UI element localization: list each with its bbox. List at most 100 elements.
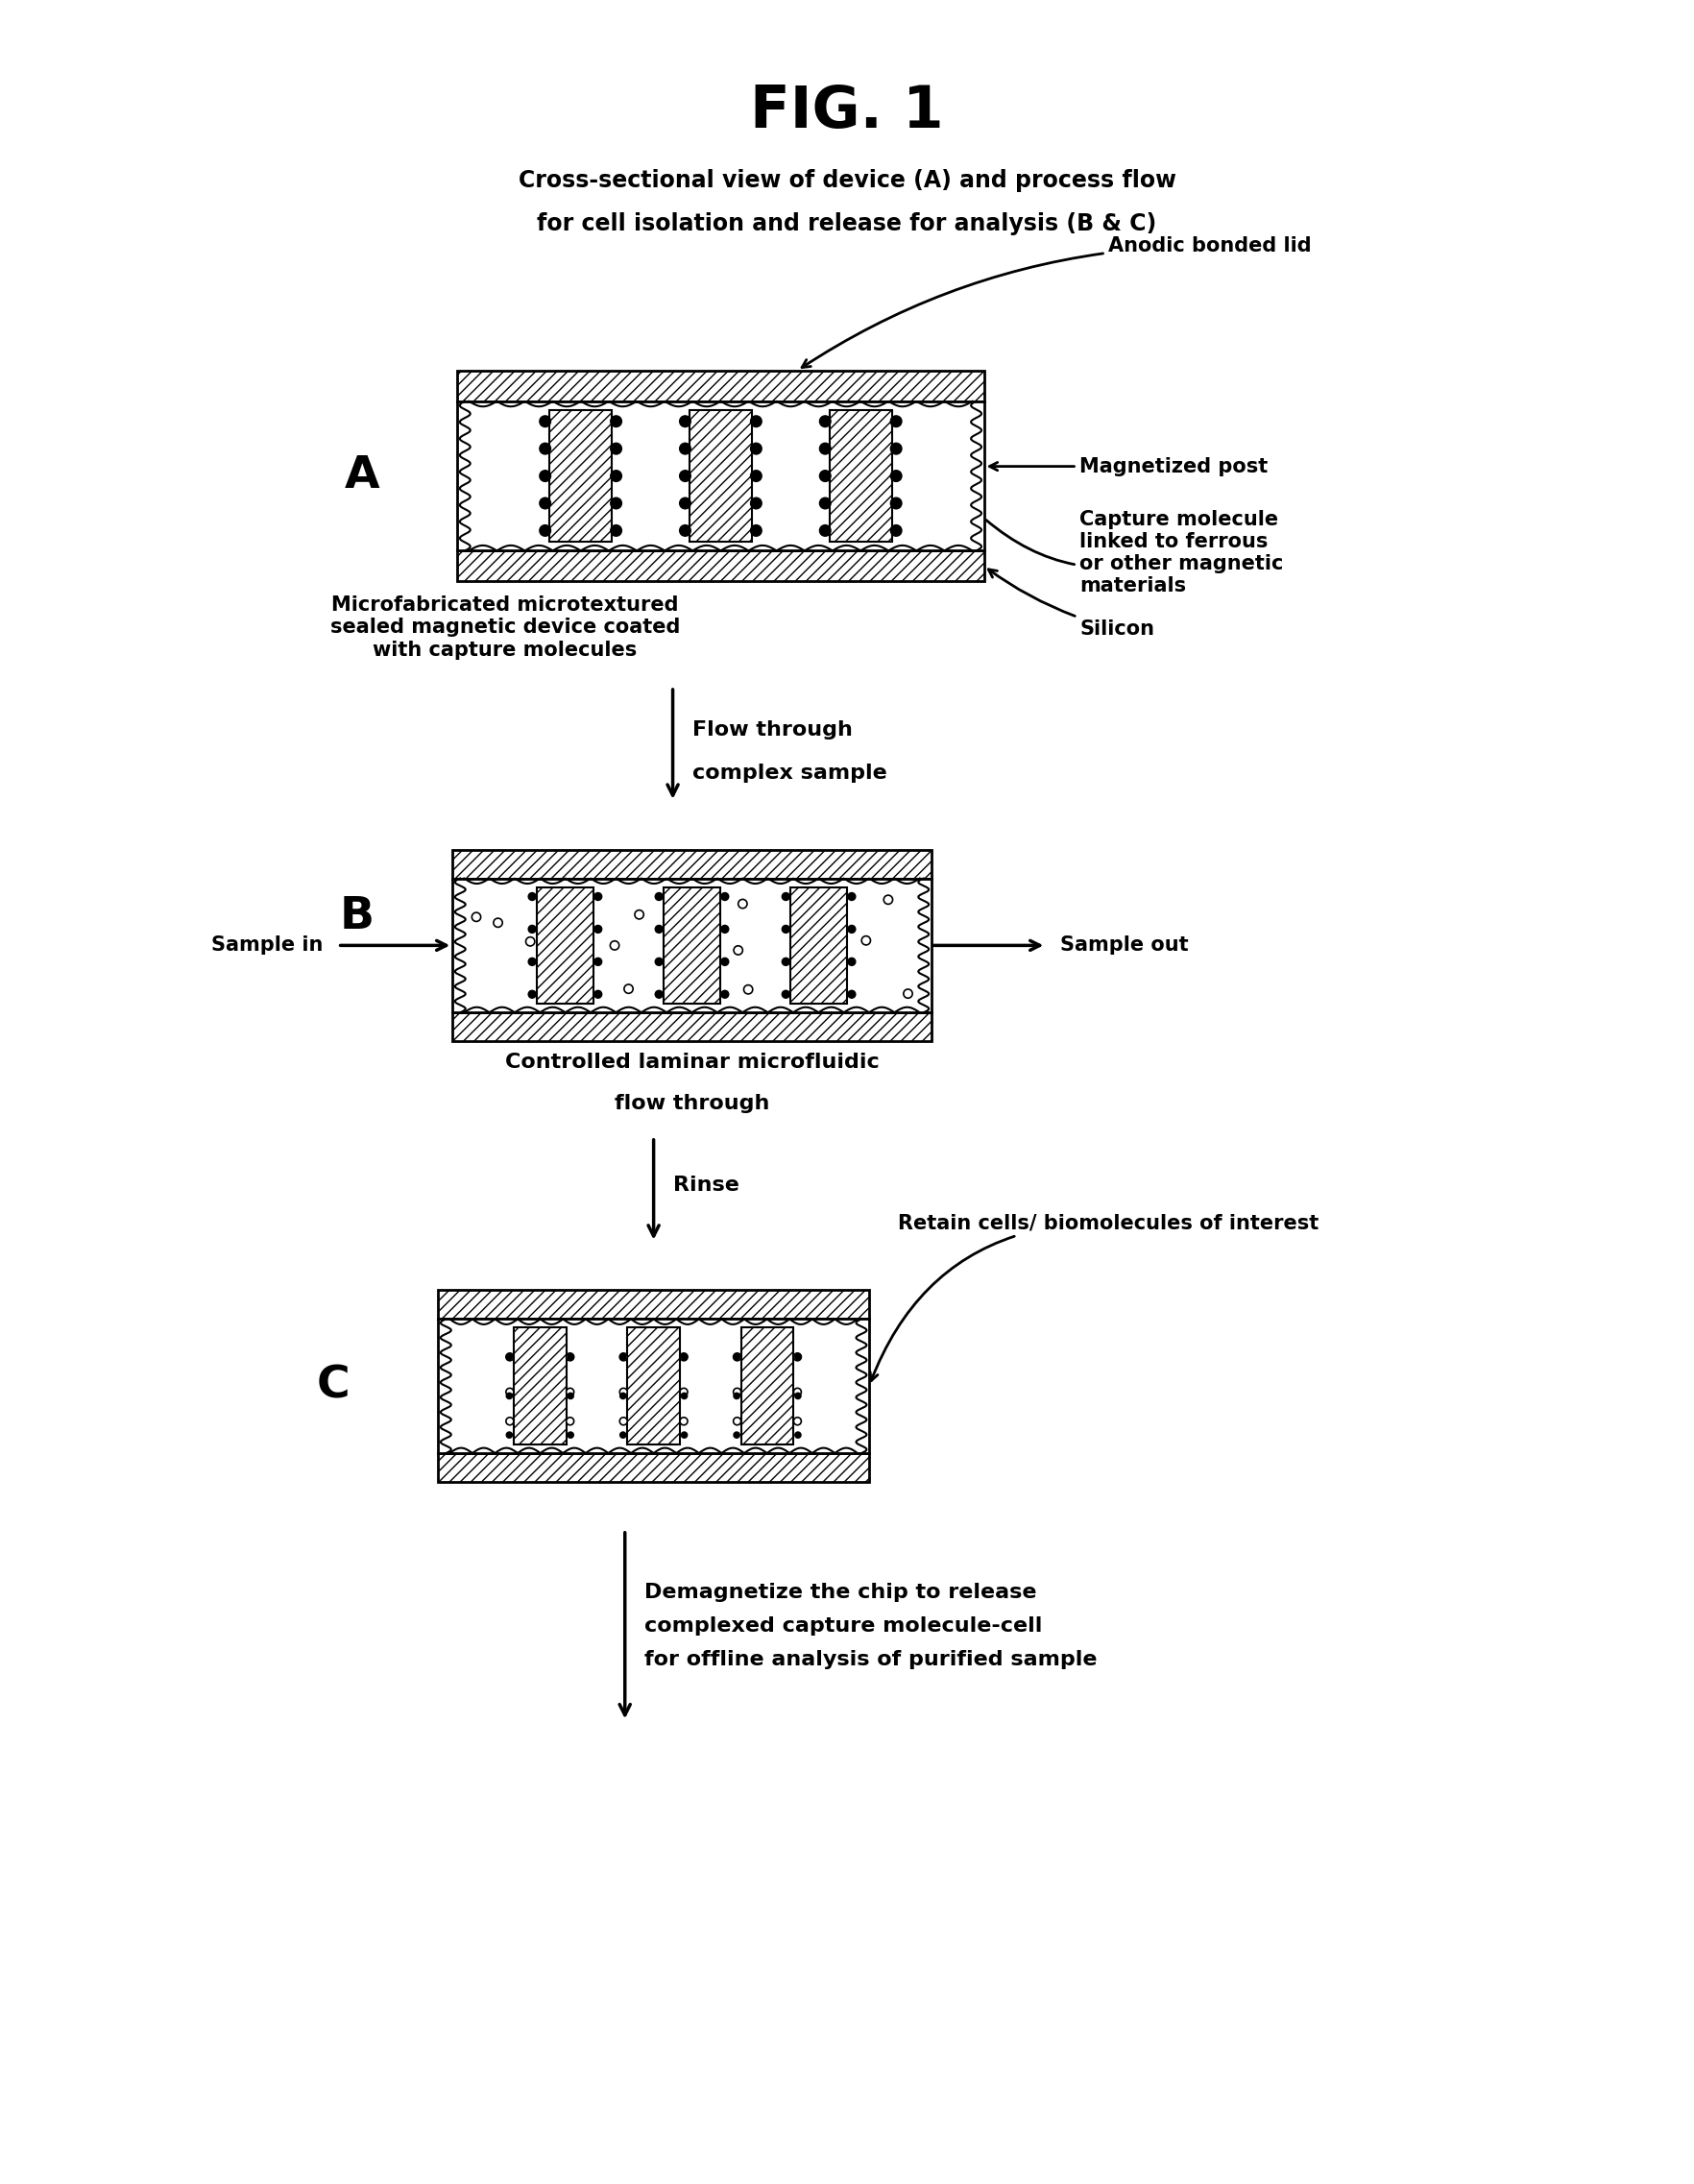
Circle shape [679, 1354, 688, 1361]
Circle shape [750, 415, 762, 426]
Circle shape [722, 959, 728, 965]
Circle shape [783, 893, 789, 900]
Circle shape [507, 1433, 512, 1437]
Text: complex sample: complex sample [691, 764, 886, 782]
Circle shape [610, 470, 622, 480]
Circle shape [734, 1389, 740, 1396]
Circle shape [623, 985, 634, 994]
Circle shape [734, 1417, 740, 1424]
Circle shape [507, 1417, 513, 1424]
Text: Rinse: Rinse [673, 1175, 739, 1195]
Bar [439, 1319, 869, 1452]
Circle shape [820, 443, 830, 454]
Circle shape [793, 1417, 801, 1424]
Circle shape [610, 524, 622, 535]
Circle shape [679, 524, 691, 535]
Text: C: C [317, 1365, 349, 1409]
Circle shape [722, 926, 728, 933]
Circle shape [473, 913, 481, 922]
Circle shape [507, 1389, 513, 1396]
Circle shape [891, 443, 901, 454]
Text: Retain cells/ biomolecules of interest: Retain cells/ biomolecules of interest [871, 1214, 1318, 1380]
Bar [452, 850, 932, 878]
Text: Cross-sectional view of device (A) and process flow: Cross-sectional view of device (A) and p… [518, 170, 1176, 192]
Circle shape [610, 415, 622, 426]
Circle shape [734, 1354, 740, 1361]
Bar [439, 1452, 869, 1483]
Circle shape [567, 1393, 574, 1398]
Circle shape [595, 926, 601, 933]
Bar [740, 1328, 793, 1444]
Circle shape [566, 1354, 574, 1361]
Circle shape [849, 893, 855, 900]
Circle shape [595, 893, 601, 900]
Bar [830, 411, 891, 542]
Circle shape [750, 524, 762, 535]
Bar [537, 887, 595, 1005]
Text: for offline analysis of purified sample: for offline analysis of purified sample [644, 1649, 1096, 1669]
Text: Sample out: Sample out [1060, 935, 1189, 954]
Text: B: B [339, 895, 374, 939]
Circle shape [793, 1354, 801, 1361]
Circle shape [540, 498, 551, 509]
Circle shape [540, 470, 551, 480]
Circle shape [507, 1393, 512, 1398]
Circle shape [849, 992, 855, 998]
Circle shape [540, 443, 551, 454]
Text: Magnetized post: Magnetized post [989, 456, 1269, 476]
Circle shape [820, 470, 830, 480]
Bar [689, 411, 752, 542]
Circle shape [891, 524, 901, 535]
Circle shape [794, 1354, 801, 1361]
Circle shape [681, 1354, 688, 1361]
Circle shape [794, 1393, 801, 1398]
Bar [662, 887, 720, 1005]
Circle shape [620, 1354, 627, 1361]
Circle shape [734, 1354, 740, 1361]
Circle shape [891, 415, 901, 426]
Circle shape [595, 959, 601, 965]
Bar [452, 878, 932, 1013]
Circle shape [679, 1389, 688, 1396]
Circle shape [739, 900, 747, 909]
Circle shape [610, 498, 622, 509]
Text: A: A [344, 454, 379, 498]
Circle shape [794, 1433, 801, 1437]
Bar [513, 1328, 566, 1444]
Text: for cell isolation and release for analysis (B & C): for cell isolation and release for analy… [537, 212, 1157, 236]
Circle shape [595, 992, 601, 998]
Text: Microfabricated microtextured
sealed magnetic device coated
with capture molecul: Microfabricated microtextured sealed mag… [330, 596, 681, 660]
Circle shape [679, 470, 691, 480]
Circle shape [566, 1389, 574, 1396]
Circle shape [679, 415, 691, 426]
Circle shape [620, 1354, 625, 1361]
Circle shape [722, 893, 728, 900]
Circle shape [529, 959, 535, 965]
Text: Flow through: Flow through [691, 721, 852, 740]
Circle shape [610, 941, 618, 950]
Circle shape [903, 989, 913, 998]
Circle shape [744, 985, 752, 994]
Circle shape [722, 992, 728, 998]
Circle shape [820, 524, 830, 535]
Text: Sample in: Sample in [212, 935, 324, 954]
Text: Demagnetize the chip to release: Demagnetize the chip to release [644, 1583, 1037, 1601]
Circle shape [750, 443, 762, 454]
Circle shape [750, 498, 762, 509]
Circle shape [891, 498, 901, 509]
Circle shape [734, 1433, 740, 1437]
Circle shape [884, 895, 893, 904]
Circle shape [567, 1354, 574, 1361]
Circle shape [529, 992, 535, 998]
Text: Controlled laminar microfluidic: Controlled laminar microfluidic [505, 1053, 879, 1072]
Circle shape [783, 992, 789, 998]
Circle shape [567, 1433, 574, 1437]
Circle shape [681, 1433, 688, 1437]
Circle shape [783, 926, 789, 933]
Circle shape [620, 1433, 625, 1437]
Circle shape [656, 959, 662, 965]
Text: Silicon: Silicon [988, 570, 1155, 640]
Bar [789, 887, 847, 1005]
Bar [549, 411, 612, 542]
Text: Capture molecule
linked to ferrous
or other magnetic
materials: Capture molecule linked to ferrous or ot… [986, 509, 1284, 596]
